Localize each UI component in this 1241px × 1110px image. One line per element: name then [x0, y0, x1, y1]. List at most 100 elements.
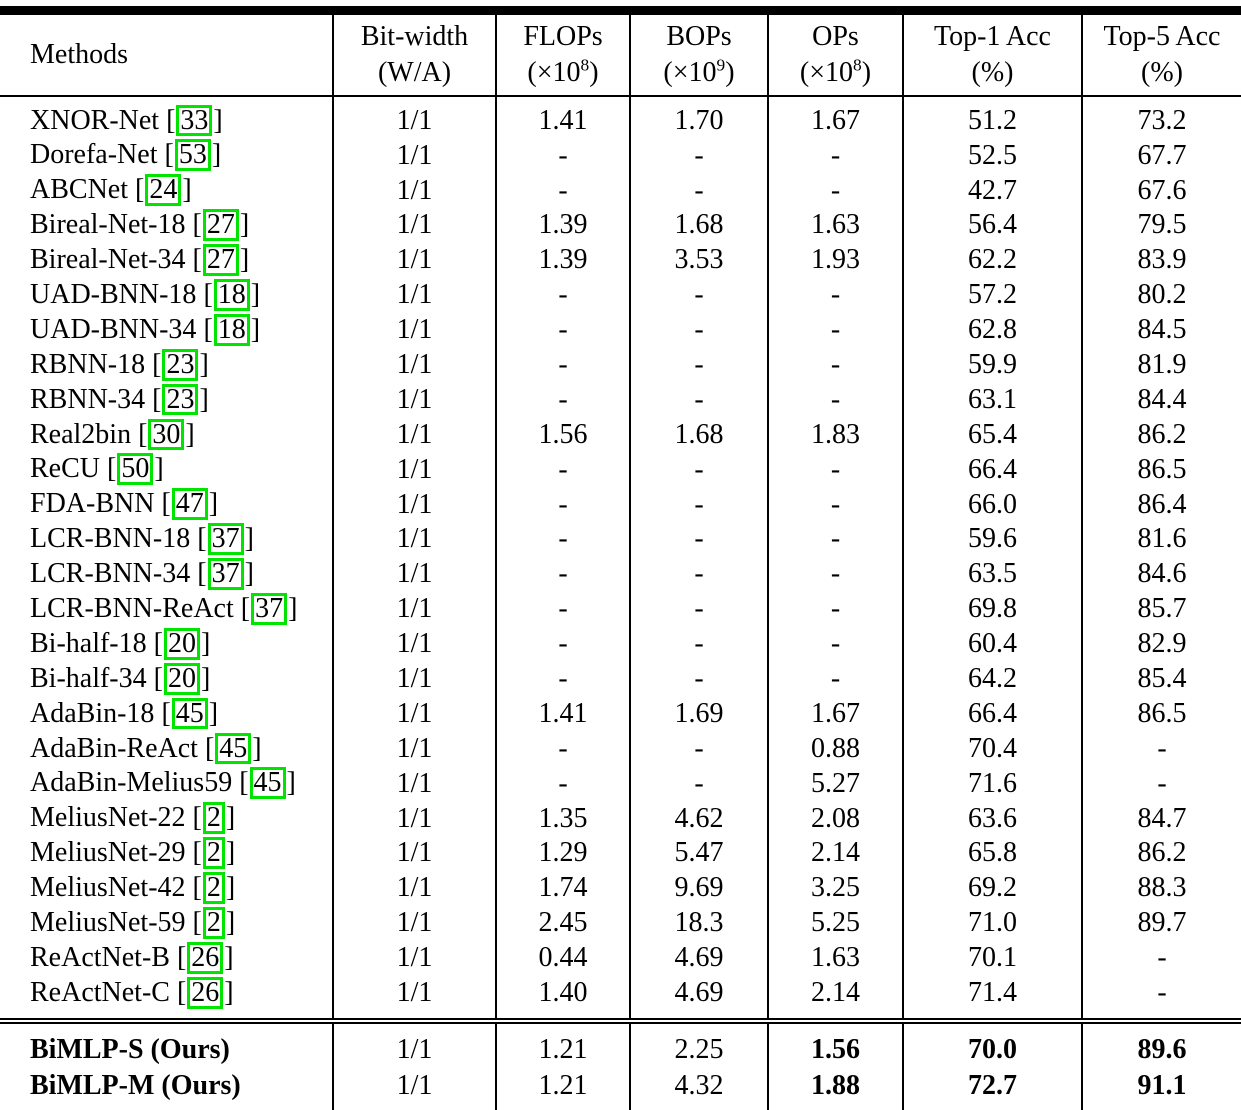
table-row: ReActNet-C [26] 1/1 1.40 4.69 2.14 71.4- — [0, 975, 1241, 1022]
citation-link[interactable]: 45 — [171, 697, 208, 730]
value-cell: 4.69 — [629, 975, 768, 1022]
citation-link[interactable]: 26 — [187, 976, 224, 1009]
method-cell: BiMLP-M (Ours) — [0, 1068, 333, 1110]
value-cell: 62.8 — [902, 312, 1082, 348]
table-header: Methods Bit-width (W/A) FLOPs (×108) BOP… — [0, 15, 1241, 97]
header-bops-line1: BOPs — [666, 21, 732, 52]
method-cell: MeliusNet-42 [2] — [30, 872, 236, 904]
table-row: Bireal-Net-18 [27] 1/1 1.39 1.68 1.63 56.4 79.… — [0, 207, 1241, 243]
citation-link[interactable]: 50 — [117, 453, 154, 486]
header-methods: Methods — [0, 15, 333, 97]
value-cell: - — [495, 312, 630, 348]
header-flops: FLOPs (×108) — [495, 15, 630, 97]
method-cell: UAD-BNN-18 [18] — [30, 279, 261, 311]
citation-link[interactable]: 2 — [202, 872, 225, 904]
value-cell: 71.0 — [902, 905, 1082, 941]
value-cell: 1.93 — [767, 242, 903, 278]
value-cell: 69.8 — [902, 591, 1082, 627]
value-cell: 1/1 — [332, 975, 496, 1022]
citation-link[interactable]: 45 — [215, 732, 252, 765]
table-row: AdaBin-ReAct [45] 1/1- -0.88 70.4- — [0, 731, 1241, 766]
citation-link[interactable]: 2 — [202, 802, 225, 835]
table-row: Bi-half-18 [20] 1/1- - -60.4 82.9 — [0, 626, 1241, 662]
citation-link[interactable]: 37 — [207, 558, 244, 590]
value-cell: 0.88 — [767, 731, 903, 766]
citation-link[interactable]: 23 — [162, 348, 199, 381]
value-cell: 1/1 — [332, 905, 496, 941]
method-cell: ABCNet [24] — [30, 174, 192, 207]
value-cell: - — [629, 661, 768, 697]
method-name: UAD-BNN-34 — [30, 313, 197, 345]
value-cell: - — [495, 556, 630, 592]
value-cell: - — [629, 486, 768, 522]
value-cell: 1.39 — [495, 207, 630, 243]
value-cell: - — [767, 556, 903, 592]
citation-link[interactable]: 24 — [145, 174, 182, 207]
value-cell: 1.63 — [767, 207, 903, 243]
method-cell: LCR-BNN-34 [37] — [30, 558, 254, 590]
citation-link[interactable]: 18 — [213, 313, 250, 346]
value-cell: 63.6 — [902, 800, 1082, 836]
citation-link[interactable]: 20 — [163, 662, 200, 695]
method-cell: Bireal-Net-34 [27] — [30, 244, 250, 276]
value-cell: 1/1 — [332, 312, 496, 348]
citation-link[interactable]: 33 — [176, 104, 213, 137]
value-cell: 1.29 — [495, 835, 630, 871]
method-name: UAD-BNN-18 — [30, 279, 197, 311]
value-cell: 70.4 — [902, 731, 1082, 766]
value-cell: 5.27 — [767, 765, 903, 801]
citation-link[interactable]: 2 — [202, 837, 225, 870]
citation-link[interactable]: 23 — [162, 383, 199, 416]
value-cell: 89.6 — [1081, 1018, 1241, 1069]
citation-link[interactable]: 47 — [171, 488, 208, 521]
method-name: MeliusNet-42 — [30, 872, 186, 904]
value-cell: 1.41 — [495, 696, 630, 732]
citation-link[interactable]: 18 — [213, 279, 250, 311]
value-cell: 1/1 — [332, 940, 496, 976]
citation-link[interactable]: 37 — [207, 523, 244, 555]
citation-link[interactable]: 45 — [249, 767, 286, 800]
value-cell: 79.5 — [1081, 207, 1241, 243]
value-cell: 91.1 — [1081, 1068, 1241, 1110]
citation-link[interactable]: 30 — [148, 418, 185, 451]
table-top-rule — [0, 6, 1241, 15]
value-cell: - — [629, 347, 768, 383]
value-cell: 1.68 — [629, 207, 768, 243]
header-top1-acc: Top-1 Acc (%) — [902, 15, 1082, 97]
value-cell: 88.3 — [1081, 870, 1241, 906]
value-cell: - — [629, 731, 768, 766]
method-name: MeliusNet-22 — [30, 802, 186, 834]
header-top5-line1: Top-5 Acc — [1103, 21, 1221, 52]
value-cell: 83.9 — [1081, 242, 1241, 278]
value-cell: 1/1 — [332, 626, 496, 662]
citation-link[interactable]: 26 — [187, 941, 224, 974]
method-cell: AdaBin-18 [45] — [30, 697, 219, 730]
value-cell: 56.4 — [902, 207, 1082, 243]
value-cell: - — [767, 591, 903, 627]
method-cell: ReCU [50] — [30, 453, 164, 486]
citation-link[interactable]: 20 — [163, 627, 200, 660]
value-cell: - — [629, 591, 768, 627]
value-cell: 1.88 — [767, 1068, 903, 1110]
value-cell: - — [767, 451, 903, 487]
citation-link[interactable]: 27 — [202, 244, 239, 276]
method-cell: Real2bin [30] — [30, 418, 195, 451]
method-name: XNOR-Net — [30, 104, 160, 136]
citation-link[interactable]: 27 — [202, 209, 239, 241]
citation-link[interactable]: 53 — [174, 139, 211, 172]
header-ops-line2-close: ) — [861, 57, 872, 88]
header-bitwidth-line2: (W/A) — [377, 57, 452, 88]
citation-link[interactable]: 37 — [251, 593, 288, 625]
method-name: Real2bin — [30, 418, 132, 450]
value-cell: 63.5 — [902, 556, 1082, 592]
citation-link[interactable]: 2 — [202, 907, 225, 939]
value-cell: - — [495, 451, 630, 487]
method-cell: MeliusNet-29 [2] — [30, 837, 236, 870]
value-cell: - — [767, 347, 903, 383]
value-cell: 4.69 — [629, 940, 768, 976]
value-cell: 84.4 — [1081, 382, 1241, 418]
method-cell: Dorefa-Net [53] — [30, 139, 222, 172]
value-cell: 1/1 — [332, 277, 496, 313]
value-cell: 0.44 — [495, 940, 630, 976]
